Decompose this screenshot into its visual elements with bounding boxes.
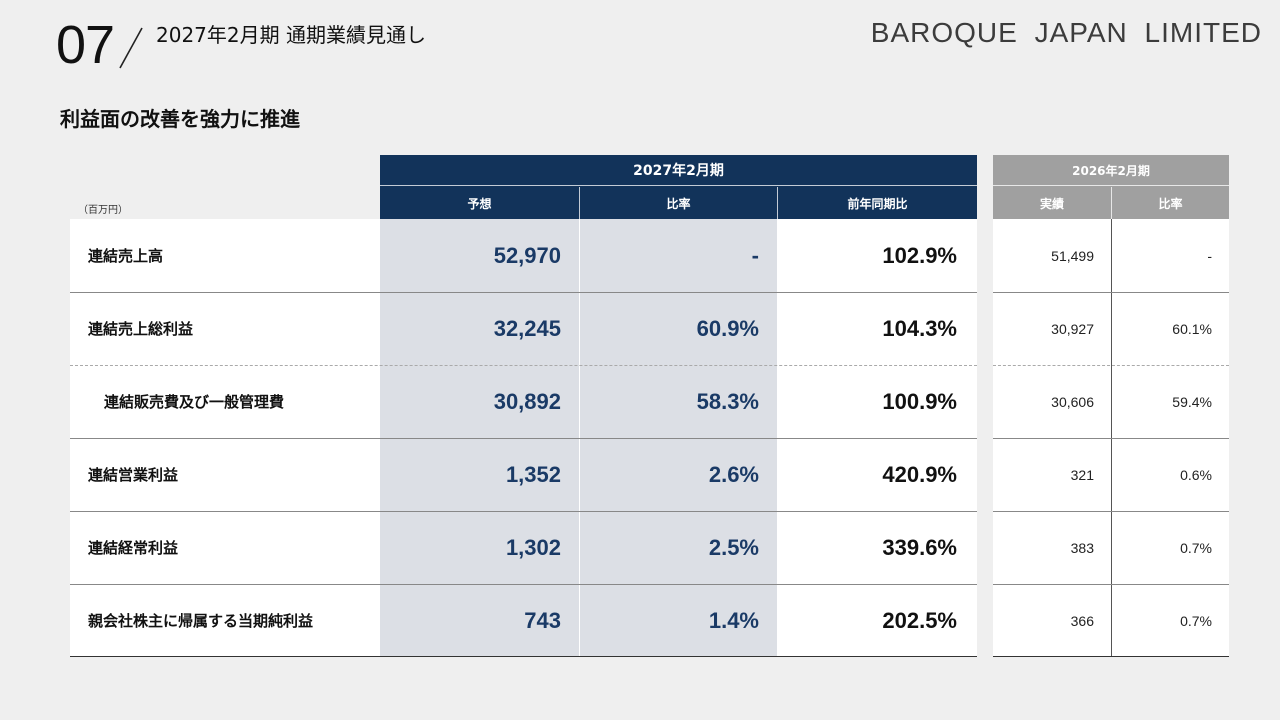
ratio-value: 58.3%	[579, 365, 777, 438]
row-label: 親会社株主に帰属する当期純利益	[70, 584, 380, 657]
col-forecast-header: 予想	[467, 196, 492, 211]
col-actual-header: 実績	[1039, 196, 1064, 211]
prior-period-header: 2026年2月期 実績 比率	[993, 155, 1229, 219]
table-row: 連結売上高 52,970 - 102.9% 51,499 -	[70, 219, 1230, 292]
row-divider	[993, 438, 1229, 439]
yoy-value: 100.9%	[777, 365, 977, 438]
row-divider	[993, 511, 1229, 512]
yoy-value: 202.5%	[777, 584, 977, 657]
row-divider	[70, 365, 977, 366]
prior-ratio-value: 0.7%	[1111, 511, 1229, 584]
prior-ratio-value: 0.7%	[1111, 584, 1229, 657]
row-divider	[993, 292, 1229, 293]
actual-value: 30,606	[993, 365, 1111, 438]
col-yoy-header: 前年同期比	[777, 187, 977, 219]
current-period-header: 2027年2月期 予想 比率 前年同期比	[380, 155, 977, 219]
current-period-label: 2027年2月期	[380, 155, 977, 186]
section-number: 07	[56, 15, 115, 75]
row-label: 連結経常利益	[70, 511, 380, 584]
col-ratio-header: 比率	[579, 187, 777, 219]
table-row: 連結販売費及び一般管理費 30,892 58.3% 100.9% 30,606 …	[70, 365, 1230, 438]
row-divider	[993, 584, 1229, 585]
forecast-value: 743	[380, 584, 579, 657]
ratio-value: -	[579, 219, 777, 292]
ratio-value: 2.6%	[579, 438, 777, 511]
forecast-value: 32,245	[380, 292, 579, 365]
row-divider	[70, 438, 977, 439]
ratio-value: 2.5%	[579, 511, 777, 584]
slash-divider-icon	[119, 27, 143, 69]
actual-value: 383	[993, 511, 1111, 584]
slide-subtitle: 利益面の改善を強力に推進	[60, 107, 300, 131]
forecast-value: 1,302	[380, 511, 579, 584]
table-row: 連結売上総利益 32,245 60.9% 104.3% 30,927 60.1%	[70, 292, 1230, 365]
yoy-value: 102.9%	[777, 219, 977, 292]
prior-ratio-value: 0.6%	[1111, 438, 1229, 511]
table-bottom-border	[70, 656, 977, 657]
actual-value: 51,499	[993, 219, 1111, 292]
row-divider	[70, 511, 977, 512]
actual-value: 366	[993, 584, 1111, 657]
actual-value: 321	[993, 438, 1111, 511]
row-divider	[70, 292, 977, 293]
yoy-value: 420.9%	[777, 438, 977, 511]
prior-ratio-value: 60.1%	[1111, 292, 1229, 365]
row-divider	[993, 365, 1229, 366]
prior-period-label: 2026年2月期	[993, 155, 1229, 186]
unit-label: （百万円）	[78, 205, 128, 216]
row-label: 連結販売費及び一般管理費	[70, 365, 380, 438]
row-divider	[70, 584, 977, 585]
table-row: 連結経常利益 1,302 2.5% 339.6% 383 0.7%	[70, 511, 1230, 584]
yoy-value: 104.3%	[777, 292, 977, 365]
page-title: 2027年2月期 通期業績見通し	[156, 23, 426, 47]
forecast-value: 52,970	[380, 219, 579, 292]
row-label: 連結営業利益	[70, 438, 380, 511]
table-row: 親会社株主に帰属する当期純利益 743 1.4% 202.5% 366 0.7%	[70, 584, 1230, 657]
table-row: 連結営業利益 1,352 2.6% 420.9% 321 0.6%	[70, 438, 1230, 511]
results-table-body: 連結売上高 52,970 - 102.9% 51,499 - 連結売上総利益 3…	[70, 219, 1230, 657]
forecast-value: 1,352	[380, 438, 579, 511]
table-bottom-border	[993, 656, 1229, 657]
forecast-value: 30,892	[380, 365, 579, 438]
ratio-value: 60.9%	[579, 292, 777, 365]
yoy-value: 339.6%	[777, 511, 977, 584]
ratio-value: 1.4%	[579, 584, 777, 657]
row-label: 連結売上高	[70, 219, 380, 292]
prior-ratio-value: 59.4%	[1111, 365, 1229, 438]
prior-ratio-value: -	[1111, 219, 1229, 292]
row-label: 連結売上総利益	[70, 292, 380, 365]
brand-logo: BAROQUE JAPAN LIMITED	[870, 17, 1262, 48]
col-prior-ratio-header: 比率	[1111, 187, 1229, 219]
actual-value: 30,927	[993, 292, 1111, 365]
